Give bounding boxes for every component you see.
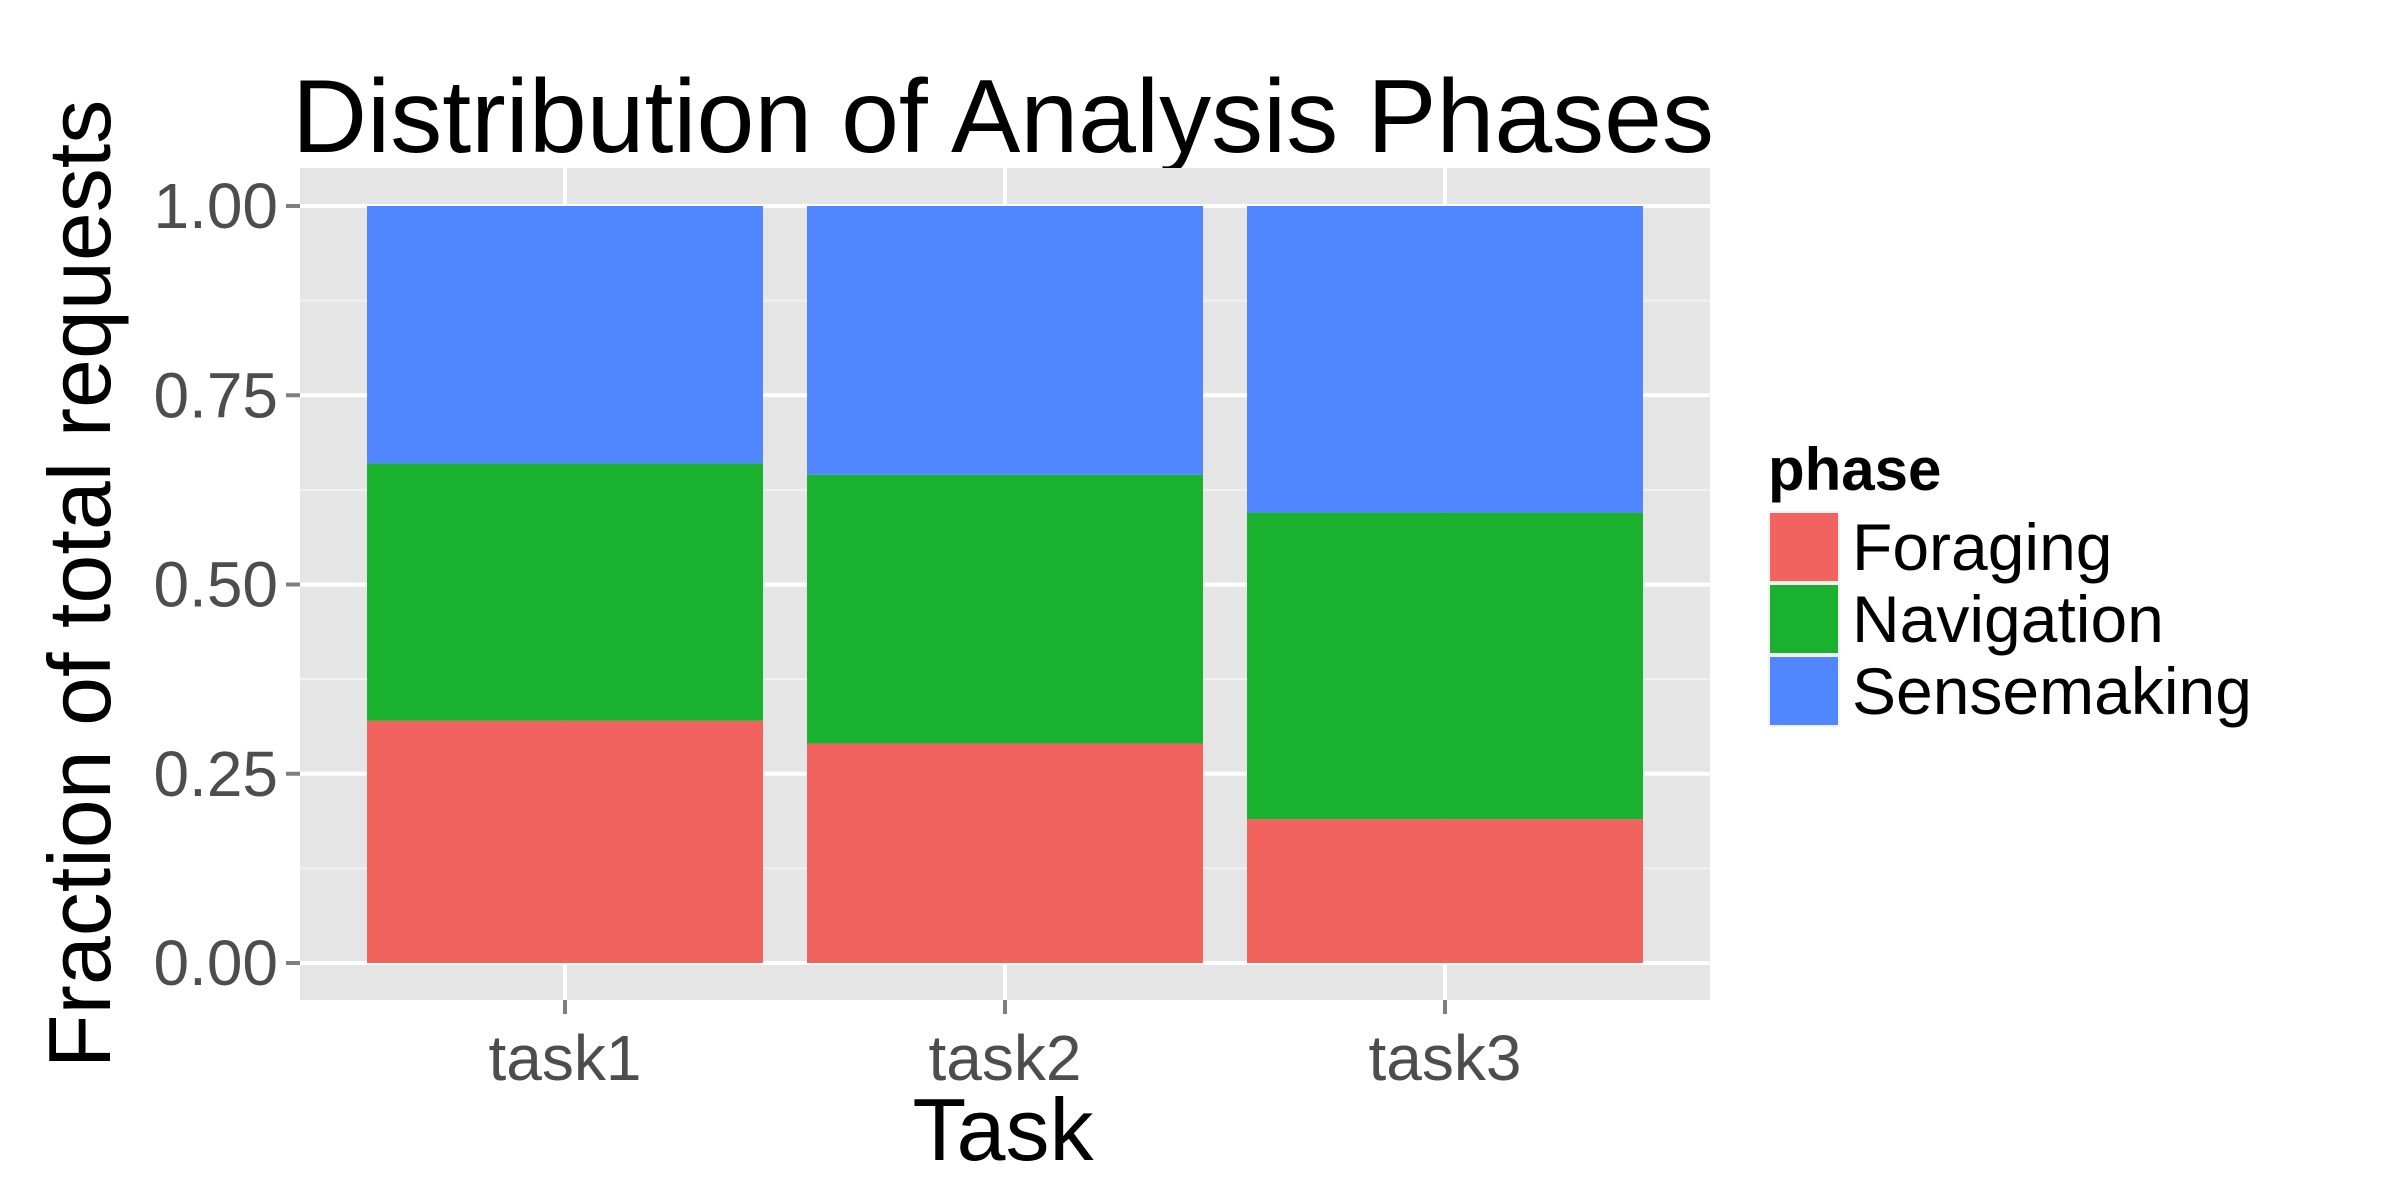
legend-swatch-foraging	[1770, 513, 1838, 581]
bar-foraging-task1	[367, 720, 763, 963]
x-tick-label: task1	[489, 1022, 642, 1094]
x-axis: task1 task2 task3	[489, 1000, 1522, 1094]
y-axis: 0.00 0.25 0.50 0.75 1.00	[153, 170, 300, 999]
y-tick-label: 0.75	[153, 359, 278, 431]
legend-label-navigation: Navigation	[1852, 582, 2164, 656]
bar-navigation-task2	[807, 474, 1203, 744]
legend-label-foraging: Foraging	[1852, 510, 2113, 584]
bar-navigation-task3	[1247, 512, 1643, 820]
bar-foraging-task2	[807, 743, 1203, 963]
x-tick-label: task3	[1369, 1022, 1522, 1094]
bar-sensemaking-task2	[807, 206, 1203, 475]
y-tick-label: 0.25	[153, 738, 278, 810]
y-tick-label: 0.50	[153, 549, 278, 621]
x-tick-label: task2	[929, 1022, 1082, 1094]
bar-foraging-task3	[1247, 819, 1643, 963]
legend-swatch-sensemaking	[1770, 657, 1838, 725]
y-tick-label: 0.00	[153, 927, 278, 999]
legend-label-sensemaking: Sensemaking	[1852, 654, 2252, 728]
chart-title: Distribution of Analysis Phases	[292, 59, 1714, 175]
bar-sensemaking-task1	[367, 206, 763, 464]
legend-title: phase	[1768, 436, 1941, 503]
bar-sensemaking-task3	[1247, 206, 1643, 513]
bars	[367, 206, 1643, 963]
x-axis-label: Task	[913, 1080, 1095, 1179]
legend-swatch-navigation	[1770, 585, 1838, 653]
plot-panel	[300, 168, 1710, 1000]
y-tick-label: 1.00	[153, 170, 278, 242]
bar-navigation-task1	[367, 463, 763, 721]
y-axis-label: Fraction of total requests	[30, 100, 129, 1068]
